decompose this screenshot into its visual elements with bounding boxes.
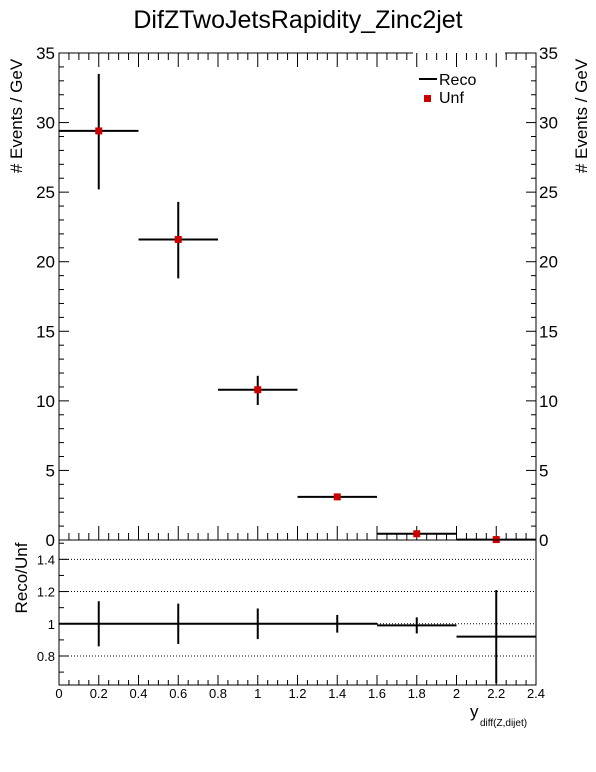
top-panel: 0 0 5 5 10 10 15 15 20 20 25 25 30 30 35 35 # Events / … xyxy=(7,44,591,550)
y-tick-label-left: 25 xyxy=(36,183,55,202)
legend: Reco Unf xyxy=(419,72,476,107)
x-tick-label: 1.8 xyxy=(408,686,426,701)
x-tick-label: 2 xyxy=(453,686,460,701)
ratio-grid xyxy=(59,558,536,657)
y-tick-label-left: 20 xyxy=(36,253,55,272)
y-tick-label-left: 10 xyxy=(36,392,55,411)
y-tick-label-left: 15 xyxy=(36,322,55,341)
x-axis-label-subscript: diff(Z,dijet) xyxy=(480,718,527,729)
ratio-data xyxy=(59,589,536,684)
x-tick-label: 0.2 xyxy=(90,686,108,701)
top-axes: 0 0 5 5 10 10 15 15 20 20 25 25 30 30 35 35 xyxy=(36,44,558,550)
chart-title: DifZTwoJetsRapidity_Zinc2jet xyxy=(133,6,462,34)
x-tick-label: 2.2 xyxy=(487,686,505,701)
legend-unf-label: Unf xyxy=(439,90,464,107)
y-tick-label-right: 5 xyxy=(539,461,548,480)
y-tick-label-left: 30 xyxy=(36,114,55,133)
ratio-y-tick-label: 0.8 xyxy=(37,649,55,664)
y-tick-label-right: 15 xyxy=(539,322,558,341)
y-tick-label-right: 20 xyxy=(539,253,558,272)
y-tick-label-right: 10 xyxy=(539,392,558,411)
y-tick-label-left: 0 xyxy=(46,531,55,550)
unf-marker xyxy=(95,127,103,135)
top-y-axis-label-right: # Events / GeV xyxy=(572,58,591,173)
legend-unf-swatch xyxy=(424,95,431,102)
ratio-y-tick-label: 1.2 xyxy=(37,585,55,600)
x-axis-label: y xyxy=(470,702,479,721)
y-tick-label-left: 5 xyxy=(46,461,55,480)
x-tick-label: 1.2 xyxy=(288,686,306,701)
legend-reco-label: Reco xyxy=(439,72,476,89)
y-tick-label-right: 25 xyxy=(539,183,558,202)
x-tick-label: 0.6 xyxy=(169,686,187,701)
top-panel-frame xyxy=(58,52,537,541)
top-y-axis-label-left: # Events / GeV xyxy=(7,58,26,173)
x-tick-label: 1 xyxy=(254,686,261,701)
y-tick-label-left: 35 xyxy=(36,44,55,63)
x-tick-label: 0.8 xyxy=(209,686,227,701)
y-tick-label-right: 35 xyxy=(539,44,558,63)
ratio-y-tick-label: 1.4 xyxy=(37,552,55,567)
unf-marker xyxy=(413,530,421,538)
top-data xyxy=(59,73,536,544)
ratio-y-axis-label: Reco/Unf xyxy=(12,542,31,613)
x-tick-label: 1.6 xyxy=(368,686,386,701)
bottom-axes: 0.8 1 1.2 1.4 0 0.2 0.4 0.6 0.8 1 1.2 1.4 1.6 1.8 2 2.2… xyxy=(37,542,545,701)
unf-marker xyxy=(254,386,262,394)
unf-marker xyxy=(174,235,182,243)
x-tick-label: 2.4 xyxy=(527,686,545,701)
y-tick-label-right: 30 xyxy=(539,114,558,133)
unf-marker xyxy=(333,493,341,501)
x-tick-label: 0.4 xyxy=(129,686,147,701)
bottom-panel: 0.8 1 1.2 1.4 0 0.2 0.4 0.6 0.8 1 1.2 1.4 1.6 1.8 2 2.2… xyxy=(12,539,545,729)
ratio-y-tick-label: 1 xyxy=(48,617,55,632)
x-tick-label: 0 xyxy=(55,686,62,701)
y-tick-label-right: 0 xyxy=(539,531,548,550)
bottom-panel-frame xyxy=(58,539,537,686)
legend-frame-gap xyxy=(413,52,505,56)
x-tick-label: 1.4 xyxy=(328,686,346,701)
